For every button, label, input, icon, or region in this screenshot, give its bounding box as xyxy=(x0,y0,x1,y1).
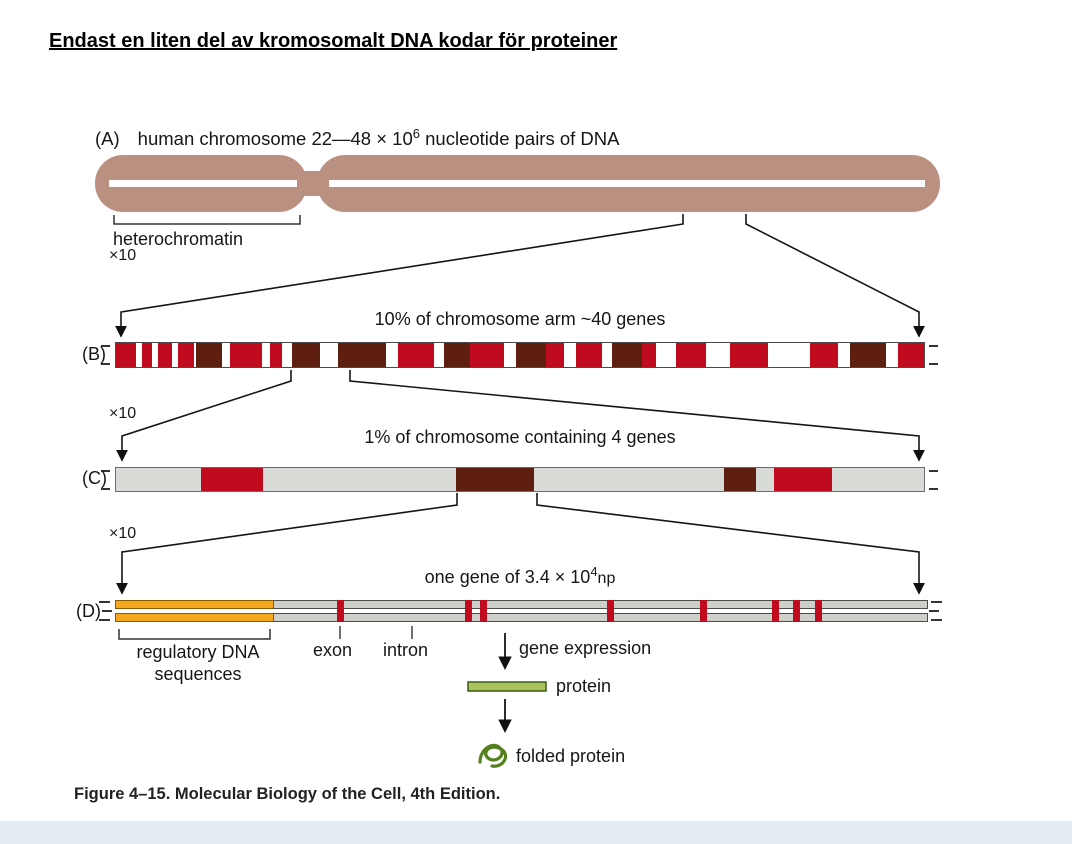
bar-segment-dark xyxy=(456,468,534,491)
bar-segment-dark xyxy=(612,343,642,367)
bar-segment-red xyxy=(178,343,194,367)
panel-d-text-suffix: np xyxy=(597,570,616,587)
folded-protein-label: folded protein xyxy=(516,746,626,766)
bar-segment-red xyxy=(230,343,262,367)
heterochromatin-bracket xyxy=(113,215,301,225)
figure-caption: Figure 4–15. Molecular Biology of the Ce… xyxy=(74,785,501,803)
bar-segment-dark xyxy=(444,343,470,367)
gene-expression-label: gene expression xyxy=(519,638,652,658)
chromosome-left-arm xyxy=(95,155,307,212)
bar-segment-red xyxy=(142,343,152,367)
bar-segment-dark xyxy=(724,468,756,491)
exon-intron-pointers xyxy=(339,626,413,639)
bar-segment-red xyxy=(642,343,656,367)
panel-d-text: one gene of 3.4 × 10 xyxy=(424,567,591,587)
panel-b-bar xyxy=(115,342,925,368)
panel-b-caption: 10% of chromosome arm ~40 genes xyxy=(374,309,666,329)
exon-ticks xyxy=(115,600,928,622)
centromere xyxy=(296,171,326,196)
panel-a-label: (A) xyxy=(95,128,120,150)
heterochromatin-label: heterochromatin xyxy=(113,229,244,249)
zoom-x10-label-3: ×10 xyxy=(109,525,137,542)
exon-tick xyxy=(465,600,472,622)
chromatid-gap-left xyxy=(109,180,297,187)
bar-segment-red xyxy=(730,343,768,367)
zoom-x10-label-1: ×10 xyxy=(109,247,137,264)
zoom-x10-label-2: ×10 xyxy=(109,405,137,422)
panel-a-text: human chromosome 22—48 × 10 xyxy=(137,128,413,150)
bar-segment-red xyxy=(470,343,504,367)
bar-segment-dark xyxy=(196,343,222,367)
regulatory-label-line1: regulatory DNA xyxy=(136,642,260,662)
bar-segment-red xyxy=(546,343,564,367)
folded-protein-icon xyxy=(478,743,508,768)
bottom-strip xyxy=(0,821,1072,844)
bar-segment-red xyxy=(898,343,924,367)
chromosome-graphic xyxy=(95,155,940,212)
panel-a-text-suffix: nucleotide pairs of DNA xyxy=(420,128,620,150)
dna-strand-top xyxy=(115,600,928,609)
panel-b-label: (B) xyxy=(82,344,106,364)
bar-segment-red xyxy=(576,343,602,367)
bar-segment-red xyxy=(676,343,706,367)
bar-segment-red xyxy=(398,343,434,367)
chromatid-gap-right xyxy=(329,180,925,187)
exon-tick xyxy=(793,600,800,622)
chromosome-right-arm xyxy=(317,155,940,212)
bar-segment-dark xyxy=(850,343,886,367)
regulatory-label-line2: sequences xyxy=(154,664,242,684)
panel-d-caption: one gene of 3.4 × 104np xyxy=(115,564,925,588)
panel-d-label: (D) xyxy=(76,601,101,621)
bar-segment-red xyxy=(810,343,838,367)
panel-d-gene-track xyxy=(115,600,928,622)
bar-segment-dark xyxy=(292,343,320,367)
exon-tick xyxy=(607,600,614,622)
regulatory-label: regulatory DNA sequences xyxy=(103,641,293,685)
exon-tick xyxy=(772,600,779,622)
regulatory-region-top xyxy=(115,600,274,609)
panel-a-exponent: 6 xyxy=(412,126,420,141)
intron-label: intron xyxy=(383,640,429,660)
panel-d-exponent: 4 xyxy=(590,564,598,579)
page-title: Endast en liten del av kromosomalt DNA k… xyxy=(49,30,618,52)
bar-segment-red xyxy=(774,468,832,491)
bar-segment-red xyxy=(270,343,282,367)
exon-label: exon xyxy=(313,640,353,660)
regulatory-bracket xyxy=(118,629,271,640)
panel-c-bar xyxy=(115,467,925,492)
bar-segment-dark xyxy=(516,343,546,367)
bar-segment-dark xyxy=(338,343,386,367)
regulatory-region-bottom xyxy=(115,613,274,622)
panel-a-caption: (A) human chromosome 22—48 × 106 nucleoti… xyxy=(95,126,620,150)
exon-tick xyxy=(337,600,344,622)
panel-c-label: (C) xyxy=(82,468,107,488)
bar-segment-red xyxy=(201,468,263,491)
protein-label: protein xyxy=(556,676,612,696)
exon-tick xyxy=(700,600,707,622)
bar-segment-red xyxy=(116,343,136,367)
panel-c-caption: 1% of chromosome containing 4 genes xyxy=(364,427,676,447)
bar-segment-red xyxy=(158,343,172,367)
exon-tick xyxy=(480,600,487,622)
protein-bar xyxy=(467,681,547,692)
dna-strand-bottom xyxy=(115,613,928,622)
exon-tick xyxy=(815,600,822,622)
